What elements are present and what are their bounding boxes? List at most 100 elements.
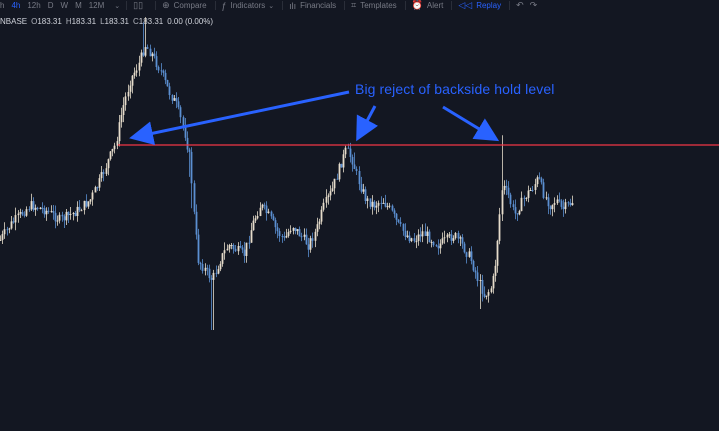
candle-body (234, 248, 237, 252)
candle-body (545, 197, 548, 199)
candle-body (437, 245, 440, 249)
candle-body (320, 209, 323, 222)
candle-body (569, 202, 572, 205)
timeframe-h[interactable]: h (0, 1, 5, 10)
candle-body (410, 238, 413, 242)
candle-body (14, 215, 17, 223)
timeframe-4h[interactable]: 4h (11, 1, 21, 10)
candle-body (210, 278, 213, 280)
candle-body (278, 231, 281, 236)
arrow-to-second-reject[interactable] (356, 105, 379, 142)
timeframe-w[interactable]: W (60, 1, 69, 10)
candle-body (226, 248, 229, 251)
indicators-button[interactable]: ƒ Indicators ⌄ (222, 1, 275, 11)
annotation-text[interactable]: Big reject of backside hold level (355, 81, 555, 97)
candle-body (441, 238, 444, 244)
candle-body (85, 200, 88, 207)
candle-body (111, 149, 114, 152)
candle-body (386, 206, 389, 208)
candle-body (303, 234, 306, 237)
candle-body (120, 115, 123, 123)
candle-body (36, 207, 39, 209)
alert-label: Alert (426, 1, 444, 10)
arrow-to-first-touch[interactable] (129, 90, 350, 146)
candle-body (329, 191, 332, 196)
alert-button[interactable]: ⏰ Alert (412, 0, 444, 11)
candle-body (514, 207, 517, 214)
candle-body (463, 243, 466, 253)
candle-body (162, 70, 165, 73)
symbol-name[interactable]: NBASE (0, 17, 28, 26)
low-value: L183.31 (100, 17, 129, 26)
high-value: H183.31 (65, 17, 97, 26)
open-label: O (31, 17, 38, 26)
candle-body (327, 195, 330, 198)
candle-body (105, 168, 108, 174)
rewind-icon: ◁◁ (458, 0, 473, 10)
low-label: L (100, 17, 105, 26)
candle-body (74, 213, 77, 217)
candle-body (23, 214, 26, 216)
redo-button[interactable]: ↷ (530, 0, 542, 11)
candle-body (399, 222, 402, 224)
candle-body (206, 267, 209, 269)
candle-body (435, 245, 438, 247)
timeframe-m[interactable]: M (75, 1, 82, 10)
candle-body (89, 199, 92, 202)
candle-body (298, 229, 301, 237)
candle-body (265, 205, 268, 214)
candle-body (512, 204, 515, 207)
candle-body (78, 206, 81, 211)
candle-body (230, 245, 233, 246)
candle-body (215, 272, 218, 274)
candle-body (83, 200, 86, 211)
candle-body (177, 101, 180, 108)
change-value: 0.00 (0.00%) (167, 17, 214, 26)
timeframe-dropdown-icon[interactable]: ⌄ (114, 2, 121, 10)
timeframe-12m[interactable]: 12M (88, 1, 105, 10)
candle-body (426, 231, 429, 236)
candle-body (3, 229, 6, 235)
candle-body (375, 205, 378, 208)
candle-body (325, 197, 328, 203)
chart-type-button[interactable]: ▯▯ (133, 0, 147, 11)
candle-body (54, 212, 57, 222)
templates-label: Templates (360, 1, 397, 10)
candle-body (518, 211, 521, 215)
candle-body (164, 72, 167, 81)
candle-body (507, 187, 510, 195)
templates-button[interactable]: ⌗ Templates (351, 0, 397, 11)
candle-body (487, 292, 490, 296)
financials-button[interactable]: ılı Financials (289, 1, 336, 11)
candle-body (395, 213, 398, 220)
timeframe-d[interactable]: D (47, 1, 54, 10)
candle-body (252, 220, 255, 231)
candle-body (413, 238, 416, 242)
candle-body (461, 237, 464, 244)
close-label: C (133, 17, 139, 26)
candle-body (417, 234, 420, 241)
candle-body (6, 229, 9, 231)
candle-body (237, 246, 240, 252)
arrow-to-third-reject[interactable] (442, 105, 500, 142)
candle-body (476, 272, 479, 281)
candle-body (52, 211, 55, 213)
candle-body (415, 241, 418, 243)
candle-body (342, 154, 345, 168)
compare-button[interactable]: ⊕ Compare (162, 0, 206, 11)
indicators-label: Indicators (230, 1, 266, 10)
candle-body (397, 219, 400, 222)
candle-body (65, 211, 68, 221)
candle-body (331, 188, 334, 192)
candle-body (208, 268, 211, 279)
chart-toolbar: h 4h 12h D W M 12M ⌄ ▯▯ ⊕ Compare ƒ Indica… (0, 0, 719, 11)
candle-body (168, 86, 171, 95)
candle-body (562, 206, 565, 210)
candle-body (94, 187, 97, 193)
replay-button[interactable]: ◁◁ Replay (458, 0, 501, 11)
candle-body (197, 234, 200, 263)
undo-button[interactable]: ↶ (516, 0, 528, 11)
timeframe-12h[interactable]: 12h (27, 1, 41, 10)
candle-body (133, 72, 136, 76)
